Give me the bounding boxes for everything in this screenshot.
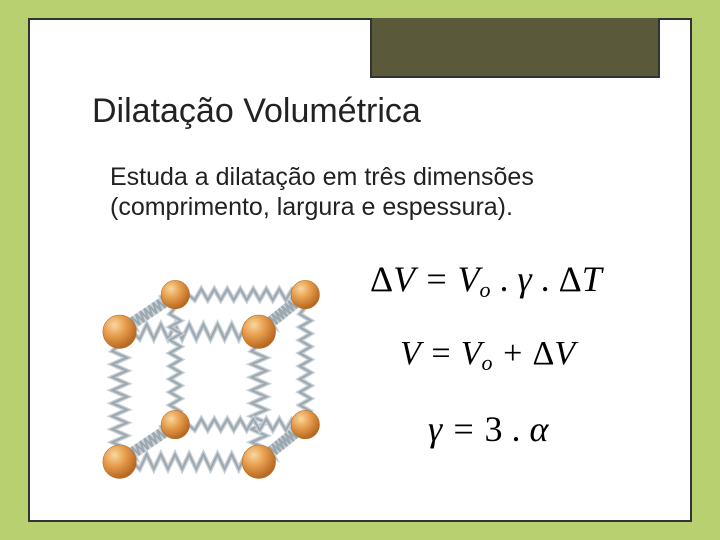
corner-decoration (370, 18, 660, 78)
formula-delta-v: ΔV = Vo . γ . ΔT (370, 258, 680, 303)
lattice-svg (75, 250, 335, 510)
formula-gamma: γ = 3 . α (370, 408, 680, 450)
formula-block: ΔV = Vo . γ . ΔT V = Vo + ΔV γ = 3 . α (370, 258, 680, 482)
lattice-diagram (75, 250, 335, 510)
slide-panel: Dilatação Volumétrica Estuda a dilatação… (28, 18, 692, 522)
slide-body-text: Estuda a dilatação em três dimensões (co… (110, 162, 650, 222)
slide-title: Dilatação Volumétrica (92, 92, 421, 131)
formula-v: V = Vo + ΔV (370, 335, 680, 376)
